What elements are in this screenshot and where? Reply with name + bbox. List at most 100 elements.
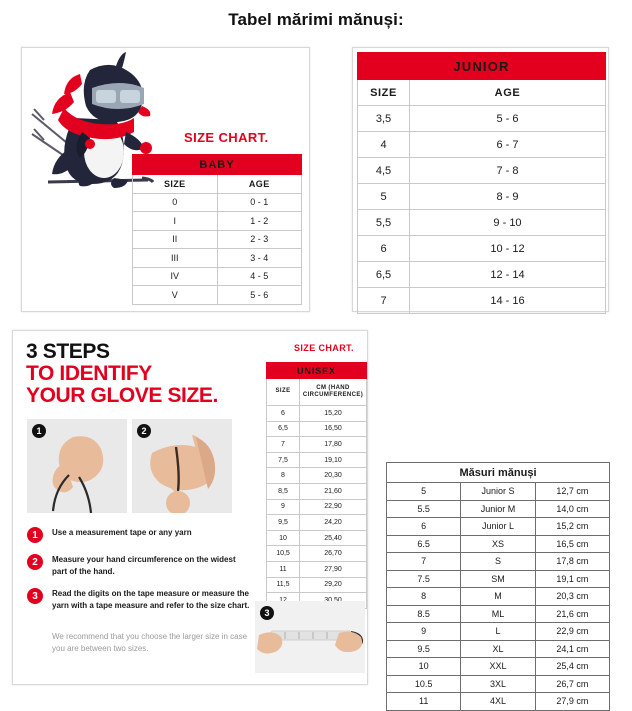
three-steps-card: 3 STEPS TO IDENTIFY YOUR GLOVE SIZE. 1 2 xyxy=(12,330,368,685)
table-row: 10.5 3XL 26,7 cm xyxy=(385,674,611,693)
table-row: 11 4XL 27,9 cm xyxy=(385,692,611,711)
cell-label: M xyxy=(460,587,536,606)
table-row: 6 15,20 xyxy=(266,405,367,422)
table-row: 9.5 XL 24,1 cm xyxy=(385,639,611,658)
cell-label: Junior S xyxy=(460,482,536,501)
headline-line-1: 3 STEPS xyxy=(26,340,110,363)
table-row: 10 25,40 xyxy=(266,529,367,547)
steps-headline: 3 STEPS TO IDENTIFY YOUR GLOVE SIZE. xyxy=(26,341,218,406)
cell-cm: 24,20 xyxy=(299,514,367,531)
baby-size-chart-label: SIZE CHART. xyxy=(184,130,269,145)
size-recommendation-note: We recommend that you choose the larger … xyxy=(52,632,248,653)
step-badge-2: 2 xyxy=(137,424,151,438)
cell-size: 11 xyxy=(385,692,462,711)
baby-col-size: SIZE xyxy=(132,174,218,194)
cell-size: 4 xyxy=(357,131,410,158)
cell-cm: 29,20 xyxy=(299,576,367,594)
table-row: 6.5 XS 16,5 cm xyxy=(385,534,611,553)
cell-size: 11,5 xyxy=(266,576,300,594)
table-row: 9 L 22,9 cm xyxy=(385,622,611,641)
cell-size: 8 xyxy=(266,467,300,484)
unisex-size-table: UNISEX SIZE CM (HAND CIRCUMFERENCE) 6 15,… xyxy=(266,362,367,609)
cell-size: 6,5 xyxy=(357,261,410,288)
cell-label: XS xyxy=(460,534,536,553)
cell-size: 9 xyxy=(385,622,462,641)
cell-age: 0 - 1 xyxy=(216,192,302,212)
cell-size: 7,5 xyxy=(266,451,300,469)
step-text-3: Read the digits on the tape measure or m… xyxy=(52,589,250,610)
table-row: 7 S 17,8 cm xyxy=(385,552,611,571)
table-row: IV 4 - 5 xyxy=(132,266,302,286)
step-photo-1: 1 xyxy=(27,419,127,513)
cell-cm: 12,7 cm xyxy=(534,482,611,501)
cell-cm: 27,9 cm xyxy=(534,692,611,711)
cell-cm: 14,0 cm xyxy=(534,499,611,518)
table-row: 7 14 - 16 xyxy=(357,287,606,314)
cell-label: S xyxy=(460,552,536,571)
cell-size: 11 xyxy=(266,560,300,578)
cell-cm: 19,10 xyxy=(299,451,367,469)
table-row: 7.5 SM 19,1 cm xyxy=(385,569,611,588)
baby-banner: BABY xyxy=(132,154,302,175)
table-row: 11,5 29,20 xyxy=(266,576,367,594)
table-row: 6,5 16,50 xyxy=(266,420,367,438)
cell-size: I xyxy=(132,211,218,231)
table-row: 7 17,80 xyxy=(266,436,367,453)
skiing-penguin-icon xyxy=(30,52,165,202)
table-row: 8.5 ML 21,6 cm xyxy=(385,604,611,623)
cell-label: 3XL xyxy=(460,674,536,693)
table-row: 5,5 9 - 10 xyxy=(357,209,606,236)
cell-age: 6 - 7 xyxy=(409,131,606,158)
cell-cm: 27,90 xyxy=(299,560,367,578)
cell-size: 6 xyxy=(385,517,462,536)
cell-size: 10.5 xyxy=(385,674,462,693)
table-row: 8 20,30 xyxy=(266,467,367,484)
cell-size: 9 xyxy=(266,498,300,516)
cell-age: 4 - 5 xyxy=(216,266,302,286)
cell-size: 8.5 xyxy=(385,604,462,623)
cell-cm: 17,80 xyxy=(299,436,367,453)
cell-size: 5.5 xyxy=(385,499,462,518)
headline-line-3: YOUR GLOVE SIZE. xyxy=(26,383,218,407)
table-row: 11 27,90 xyxy=(266,560,367,578)
step-badge-3: 3 xyxy=(260,606,274,620)
cell-size: 0 xyxy=(132,192,218,212)
cell-cm: 20,3 cm xyxy=(534,587,611,606)
table-row: 4,5 7 - 8 xyxy=(357,157,606,184)
cell-cm: 21,6 cm xyxy=(534,604,611,623)
cell-label: XXL xyxy=(460,657,536,676)
unisex-banner: UNISEX xyxy=(266,362,367,379)
cell-cm: 24,1 cm xyxy=(534,639,611,658)
junior-col-age: AGE xyxy=(409,79,606,106)
table-row: 5 Junior S 12,7 cm xyxy=(385,482,611,501)
cell-size: 7 xyxy=(266,436,300,453)
cell-size: 5,5 xyxy=(357,209,410,236)
cell-size: 6,5 xyxy=(266,420,300,438)
masuri-title: Măsuri mănuși xyxy=(386,462,610,483)
cell-cm: 21,60 xyxy=(299,482,367,500)
table-row: 10 XXL 25,4 cm xyxy=(385,657,611,676)
cell-size: 5 xyxy=(385,482,462,501)
cell-label: Junior L xyxy=(460,517,536,536)
cell-age: 5 - 6 xyxy=(216,285,302,305)
step-number-1: 1 xyxy=(27,527,43,543)
cell-cm: 25,40 xyxy=(299,529,367,547)
table-row: 6 Junior L 15,2 cm xyxy=(385,517,611,536)
table-row: 9,5 24,20 xyxy=(266,514,367,531)
table-row: 9 22,90 xyxy=(266,498,367,516)
table-row: 5.5 Junior M 14,0 cm xyxy=(385,499,611,518)
cell-cm: 22,90 xyxy=(299,498,367,516)
cell-age: 5 - 6 xyxy=(409,105,606,132)
cell-age: 9 - 10 xyxy=(409,209,606,236)
unisex-col-cm: CM (HAND CIRCUMFERENCE) xyxy=(299,378,367,406)
cell-label: L xyxy=(460,622,536,641)
table-row: II 2 - 3 xyxy=(132,229,302,249)
cell-cm: 16,5 cm xyxy=(534,534,611,553)
cell-cm: 20,30 xyxy=(299,467,367,484)
cell-size: 10,5 xyxy=(266,545,300,562)
